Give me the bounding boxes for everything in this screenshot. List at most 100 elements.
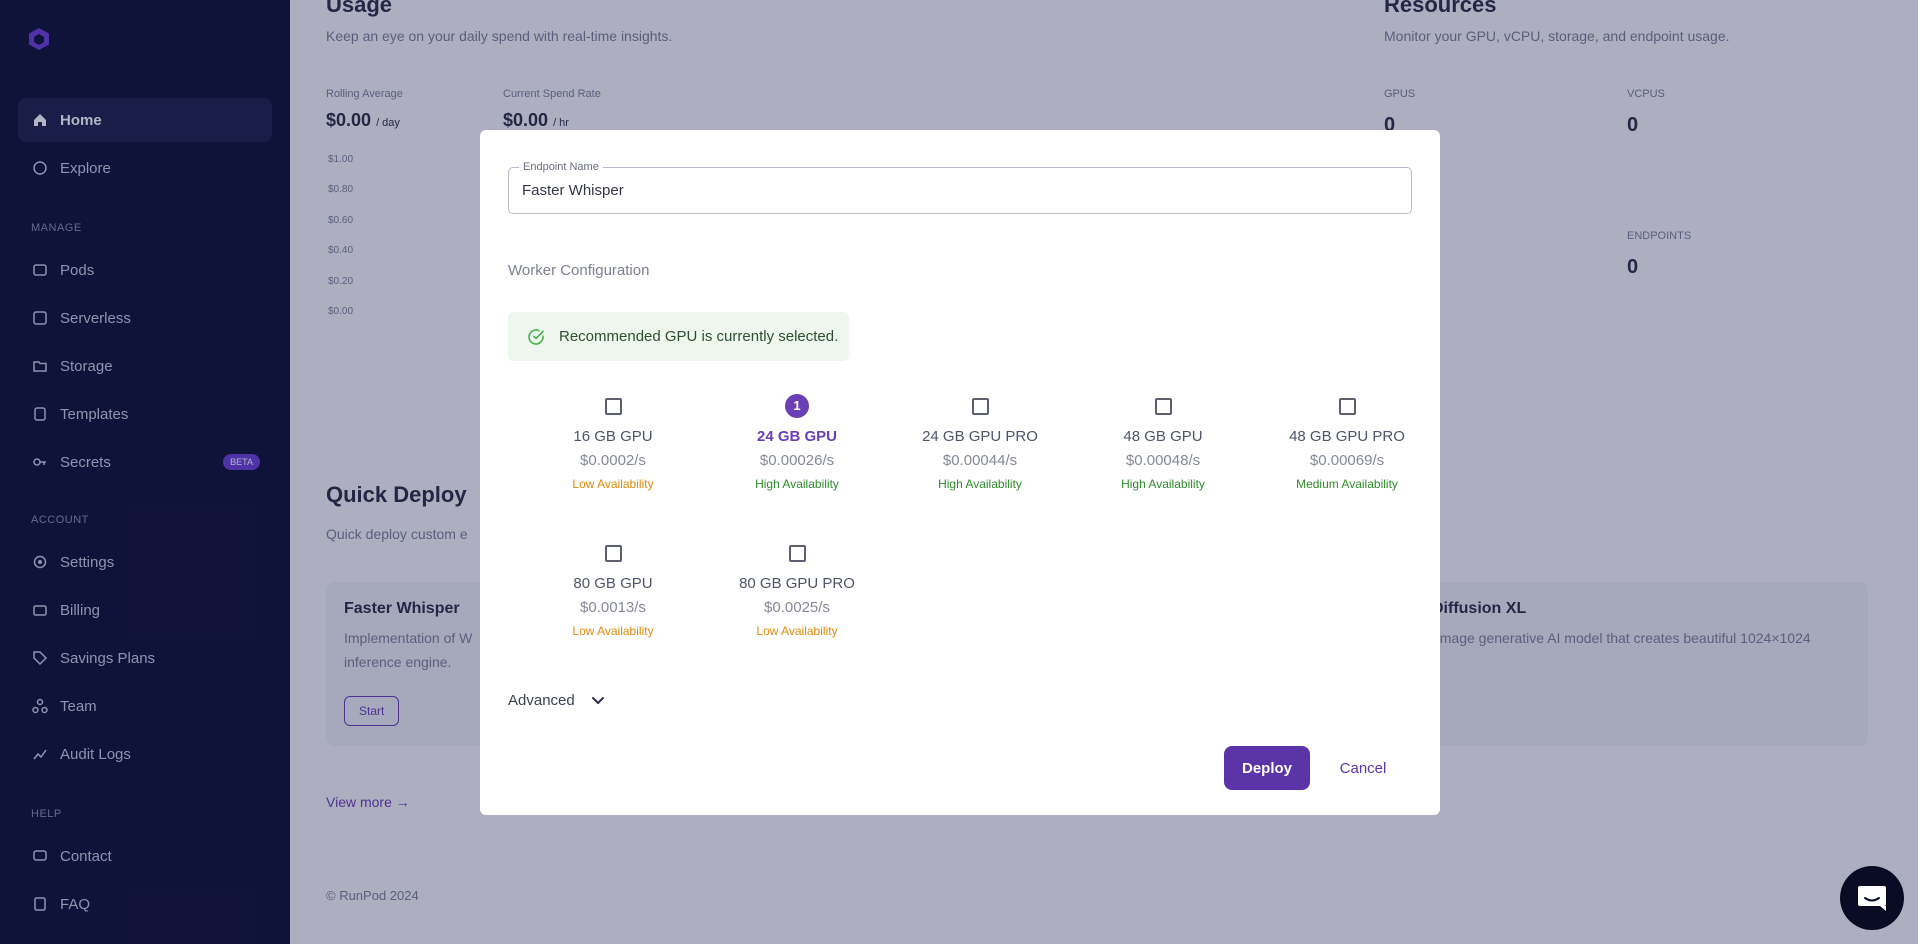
cancel-button[interactable]: Cancel	[1330, 746, 1396, 790]
gpu-checkbox[interactable]	[604, 398, 622, 415]
sidebar-item-serverless[interactable]: Serverless	[18, 296, 272, 340]
gpu-availability: High Availability	[1121, 477, 1205, 491]
gpu-option-48gb[interactable]: 48 GB GPU $0.00048/s High Availability	[1088, 398, 1238, 491]
sidebar-item-label: Contact	[60, 847, 112, 865]
advanced-toggle[interactable]: Advanced	[508, 692, 605, 709]
gpu-option-80gb-pro[interactable]: 80 GB GPU PRO $0.0025/s Low Availability	[722, 545, 872, 638]
sidebar-item-billing[interactable]: Billing	[18, 588, 272, 632]
endpoint-name-field[interactable]: Endpoint Name	[508, 161, 1412, 214]
chart-tick: $0.40	[328, 245, 354, 256]
gpu-availability: Low Availability	[572, 477, 654, 491]
sidebar-item-settings[interactable]: Settings	[18, 540, 272, 584]
quick-deploy-subtitle: Quick deploy custom e	[326, 526, 468, 542]
deploy-button[interactable]: Deploy	[1224, 746, 1310, 790]
start-button[interactable]: Start	[344, 696, 400, 726]
alert-text: Recommended GPU is currently selected.	[559, 328, 839, 345]
runpod-logo[interactable]	[26, 26, 52, 52]
gpu-selected-order-badge[interactable]: 1	[785, 394, 809, 418]
explore-icon	[33, 161, 47, 175]
sidebar-item-savings-plans[interactable]: Savings Plans	[18, 636, 272, 680]
home-icon	[34, 114, 46, 126]
chevron-down-icon	[591, 696, 604, 704]
card-description: -image generative AI model that creates …	[1432, 630, 1811, 646]
storage-icon	[33, 361, 47, 372]
sidebar-item-label: Secrets	[60, 453, 111, 471]
key-icon	[33, 458, 46, 466]
sidebar-item-home[interactable]: Home	[18, 98, 272, 142]
spend-rate-value: $0.00 / hr	[503, 110, 569, 130]
gpu-option-80gb[interactable]: 80 GB GPU $0.0013/s Low Availability	[538, 545, 688, 638]
faq-icon	[34, 897, 46, 911]
gpu-option-16gb[interactable]: 16 GB GPU $0.0002/s Low Availability	[538, 398, 688, 491]
card-title: Diffusion XL	[1432, 600, 1527, 617]
check-circle-icon	[528, 328, 544, 345]
chart-tick: $0.20	[328, 276, 354, 287]
sidebar-item-storage[interactable]: Storage	[18, 344, 272, 388]
gpus-label: GPUS	[1384, 88, 1416, 100]
advanced-label: Advanced	[508, 692, 575, 709]
sidebar-item-label: Storage	[60, 357, 113, 375]
sidebar-item-team[interactable]: Team	[18, 684, 272, 728]
beta-badge: BETA	[223, 454, 260, 470]
chat-widget-button[interactable]	[1840, 866, 1904, 930]
rolling-average-value: $0.00 / day	[326, 110, 400, 130]
quick-deploy-card[interactable]: Diffusion XL -image generative AI model …	[1408, 582, 1868, 746]
chat-icon	[33, 850, 47, 861]
endpoint-name-label: Endpoint Name	[519, 161, 603, 173]
billing-icon	[33, 605, 47, 616]
sidebar-item-label: Serverless	[60, 309, 131, 327]
quick-deploy-title: Quick Deploy	[326, 482, 467, 507]
audit-icon	[33, 749, 47, 760]
sidebar-item-faq[interactable]: FAQ	[18, 882, 272, 926]
sidebar-item-audit-logs[interactable]: Audit Logs	[18, 732, 272, 776]
gpu-option-48gb-pro[interactable]: 48 GB GPU PRO $0.00069/s Medium Availabi…	[1272, 398, 1422, 491]
sidebar-item-label: Billing	[60, 601, 101, 619]
sidebar-item-contact[interactable]: Contact	[18, 834, 272, 878]
chart-tick: $0.00	[328, 306, 354, 317]
endpoints-value: 0	[1627, 256, 1639, 278]
endpoints-label: ENDPOINTS	[1627, 230, 1692, 242]
gpus-value: 0	[1384, 114, 1396, 136]
gpu-checkbox[interactable]	[788, 545, 806, 562]
view-more-link[interactable]: View more →	[326, 794, 410, 810]
sidebar: Home Explore MANAGE Pods Serverless Stor…	[0, 0, 290, 944]
gpu-name: 24 GB GPU PRO	[922, 428, 1038, 445]
gpu-name: 16 GB GPU	[573, 428, 653, 445]
sidebar-item-label: Explore	[60, 159, 111, 177]
gpu-price: $0.00069/s	[1309, 452, 1385, 469]
rolling-average-label: Rolling Average	[326, 88, 403, 100]
footer-copyright: © RunPod 2024	[326, 888, 419, 903]
gpu-option-24gb[interactable]: 1 24 GB GPU $0.00026/s High Availability	[722, 394, 872, 491]
gpu-checkbox[interactable]	[971, 398, 989, 415]
sidebar-item-explore[interactable]: Explore	[18, 146, 272, 190]
endpoint-name-input[interactable]	[522, 182, 1382, 199]
gear-icon	[33, 555, 47, 569]
gpu-availability: Low Availability	[572, 624, 654, 638]
sidebar-item-label: Settings	[60, 553, 115, 571]
nav-section-account: ACCOUNT	[31, 514, 89, 526]
gpu-checkbox[interactable]	[604, 545, 622, 562]
create-endpoint-dialog: Endpoint Name Worker Configuration Recom…	[480, 130, 1440, 815]
card-title: Faster Whisper	[344, 600, 460, 617]
sidebar-item-pods[interactable]: Pods	[18, 248, 272, 292]
gpu-option-24gb-pro[interactable]: 24 GB GPU PRO $0.00044/s High Availabili…	[905, 398, 1055, 491]
sidebar-item-label: Pods	[60, 261, 95, 279]
gpu-availability: Medium Availability	[1296, 477, 1398, 491]
gpu-checkbox[interactable]	[1338, 398, 1356, 415]
gpu-checkbox[interactable]	[1154, 398, 1172, 415]
gpu-availability: Low Availability	[756, 624, 838, 638]
vcpus-value: 0	[1627, 114, 1639, 136]
gpu-name: 80 GB GPU	[573, 575, 653, 592]
sidebar-item-secrets[interactable]: Secrets BETA	[18, 440, 272, 484]
nav-section-manage: MANAGE	[31, 222, 82, 234]
gpu-name: 24 GB GPU	[756, 428, 838, 445]
team-icon	[32, 698, 48, 714]
resources-subtitle: Monitor your GPU, vCPU, storage, and end…	[1384, 28, 1730, 44]
gpu-name: 48 GB GPU PRO	[1289, 428, 1405, 445]
sidebar-item-templates[interactable]: Templates	[18, 392, 272, 436]
gpu-price: $0.0013/s	[580, 599, 646, 616]
chart-tick: $0.60	[328, 215, 354, 226]
usage-title: Usage	[326, 0, 393, 17]
recommended-gpu-alert: Recommended GPU is currently selected.	[508, 312, 849, 361]
gpu-price: $0.0002/s	[580, 452, 646, 469]
